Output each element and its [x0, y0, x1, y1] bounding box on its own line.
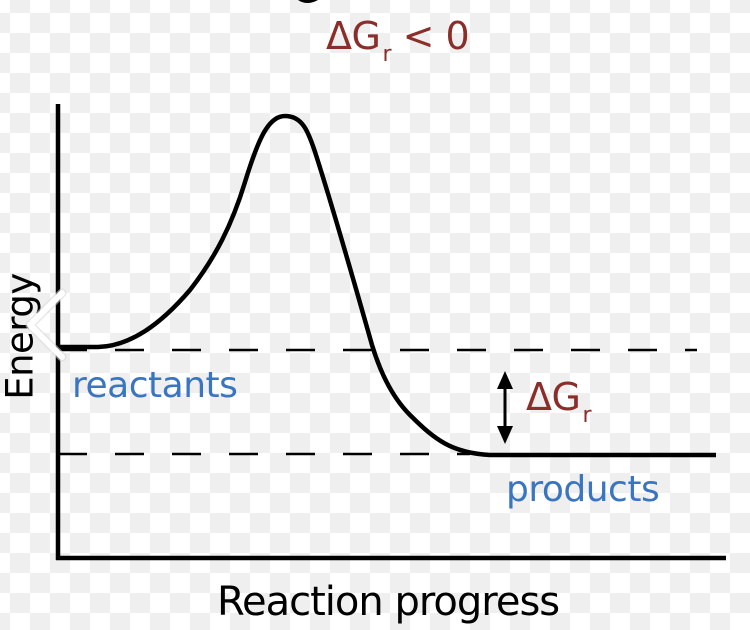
delta-g-text: ΔG — [526, 375, 581, 419]
title-subscript: r — [382, 42, 391, 67]
energy-curve — [58, 113, 716, 458]
diagram-title: ΔGr < 0 — [326, 14, 470, 66]
title-delta-g: ΔG — [326, 14, 381, 58]
reactants-label: reactants — [72, 365, 238, 406]
products-label: products — [506, 469, 660, 510]
title-relation: < 0 — [391, 14, 470, 58]
delta-g-subscript: r — [582, 403, 591, 428]
x-axis-label: Reaction progress — [217, 579, 560, 625]
cropped-title-glyph — [298, 0, 318, 3]
delta-g-label: ΔGr — [526, 375, 591, 427]
delta-g-double-arrow-icon — [497, 371, 513, 444]
chevron-left-icon[interactable] — [22, 285, 72, 365]
